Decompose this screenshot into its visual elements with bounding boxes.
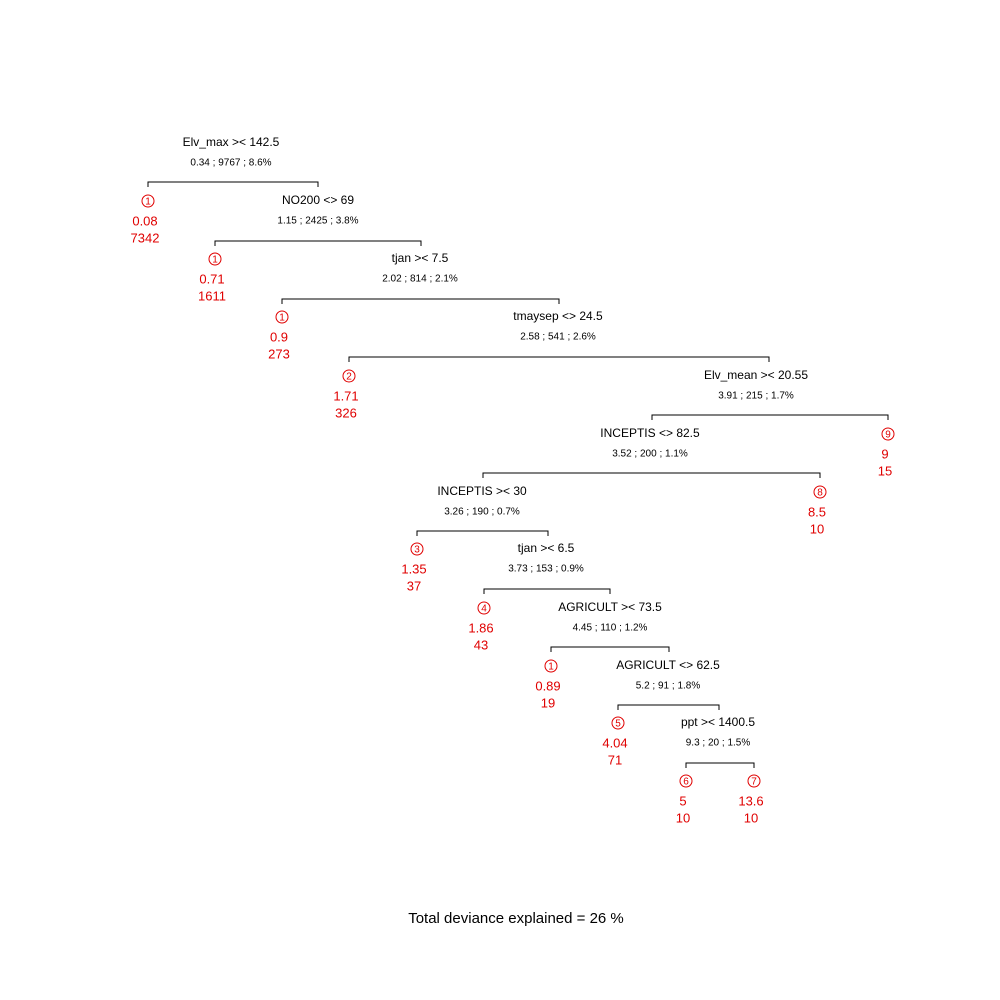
leaf-value: 5	[679, 793, 686, 808]
leaf-count: 10	[676, 810, 690, 825]
split-bracket	[416, 530, 549, 536]
leaf-circle	[544, 659, 558, 673]
leaf-value: 0.71	[199, 271, 224, 286]
leaf-circle	[275, 310, 289, 324]
leaf-value: 8.5	[808, 504, 826, 519]
leaf-count: 273	[268, 346, 290, 361]
split-bracket	[214, 240, 422, 246]
split-label: Elv_max >< 142.5	[183, 135, 280, 149]
split-label: INCEPTIS >< 30	[437, 484, 527, 498]
leaf-count: 71	[608, 752, 622, 767]
split-stats: 3.52 ; 200 ; 1.1%	[612, 449, 688, 460]
leaf-value: 0.08	[132, 213, 157, 228]
split-bracket	[651, 414, 889, 420]
leaf-group: 1	[279, 313, 285, 324]
split-label: INCEPTIS <> 82.5	[600, 426, 700, 440]
split-stats: 9.3 ; 20 ; 1.5%	[686, 738, 751, 749]
leaf-group: 7	[751, 777, 757, 788]
leaf-count: 19	[541, 695, 555, 710]
split-bracket	[550, 646, 670, 652]
leaf-count: 1611	[198, 288, 226, 303]
split-label: NO200 <> 69	[282, 193, 354, 207]
leaf-count: 15	[878, 463, 892, 478]
leaf-group: 3	[414, 545, 420, 556]
split-label: Elv_mean >< 20.55	[704, 368, 808, 382]
leaf-circle	[813, 485, 827, 499]
leaf-count: 43	[474, 637, 488, 652]
split-stats: 4.45 ; 110 ; 1.2%	[573, 623, 648, 634]
split-bracket	[348, 356, 770, 362]
split-label: tmaysep <> 24.5	[513, 309, 603, 323]
split-stats: 2.58 ; 541 ; 2.6%	[520, 332, 596, 343]
leaf-group: 1	[212, 255, 218, 266]
split-bracket	[617, 704, 720, 710]
leaf-count: 326	[335, 405, 357, 420]
leaf-count: 37	[407, 578, 421, 593]
split-bracket	[483, 588, 611, 594]
leaf-circle	[611, 716, 625, 730]
split-stats: 2.02 ; 814 ; 2.1%	[382, 274, 458, 285]
split-bracket	[147, 181, 319, 187]
leaf-value: 0.89	[535, 678, 560, 693]
split-stats: 1.15 ; 2425 ; 3.8%	[277, 216, 358, 227]
leaf-value: 4.04	[602, 735, 627, 750]
split-stats: 3.73 ; 153 ; 0.9%	[508, 564, 584, 575]
split-stats: 0.34 ; 9767 ; 8.6%	[190, 158, 271, 169]
leaf-group: 9	[885, 430, 891, 441]
split-label: tjan >< 7.5	[392, 251, 449, 265]
split-bracket	[685, 762, 755, 768]
leaf-count: 10	[744, 810, 758, 825]
split-bracket	[281, 298, 560, 304]
leaf-group: 1	[548, 662, 554, 673]
leaf-group: 5	[615, 719, 621, 730]
split-stats: 5.2 ; 91 ; 1.8%	[636, 681, 701, 692]
leaf-count: 10	[810, 521, 824, 536]
leaf-group: 1	[145, 197, 151, 208]
split-label: ppt >< 1400.5	[681, 715, 755, 729]
leaf-circle	[342, 369, 356, 383]
leaf-group: 6	[683, 777, 689, 788]
leaf-group: 2	[346, 372, 352, 383]
leaf-value: 13.6	[738, 793, 763, 808]
leaf-circle	[208, 252, 222, 266]
leaf-circle	[477, 601, 491, 615]
leaf-count: 7342	[131, 230, 160, 245]
split-label: tjan >< 6.5	[518, 541, 575, 555]
leaf-value: 0.9	[270, 329, 288, 344]
leaf-value: 1.71	[333, 388, 358, 403]
split-stats: 3.26 ; 190 ; 0.7%	[444, 507, 520, 518]
leaf-circle	[881, 427, 895, 441]
split-label: AGRICULT <> 62.5	[616, 658, 720, 672]
split-label: AGRICULT >< 73.5	[558, 600, 662, 614]
split-stats: 3.91 ; 215 ; 1.7%	[718, 391, 794, 402]
leaf-value: 9	[881, 446, 888, 461]
split-bracket	[482, 472, 821, 478]
footer: Total deviance explained = 26 %	[408, 910, 624, 927]
leaf-circle	[141, 194, 155, 208]
leaf-circle	[679, 774, 693, 788]
leaf-group: 8	[817, 488, 823, 499]
leaf-value: 1.86	[468, 620, 493, 635]
leaf-group: 4	[481, 604, 487, 615]
leaf-circle	[410, 542, 424, 556]
leaf-value: 1.35	[401, 561, 426, 576]
leaf-circle	[747, 774, 761, 788]
